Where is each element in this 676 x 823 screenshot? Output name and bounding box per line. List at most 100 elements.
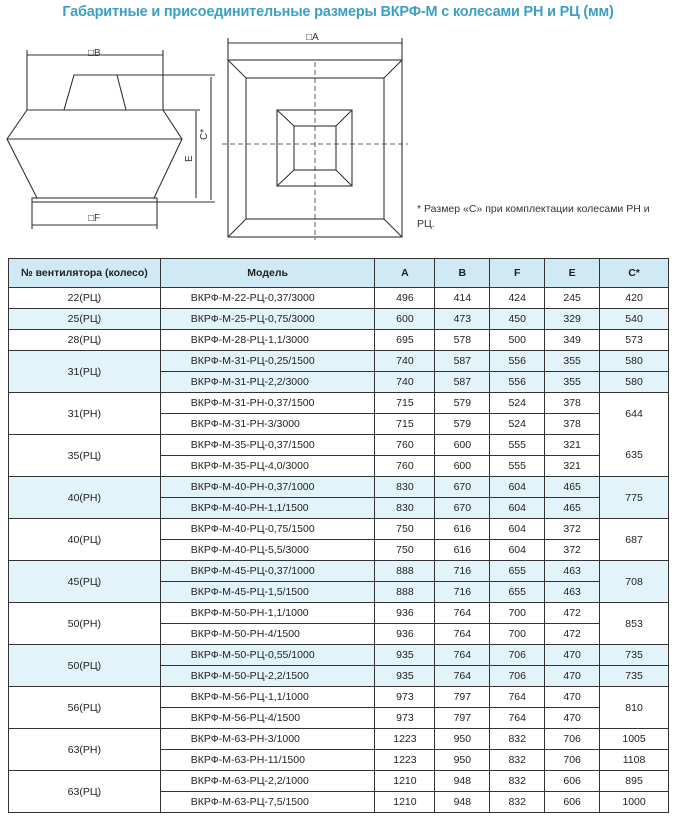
dim-e-cell: 465 bbox=[544, 476, 601, 498]
fan-number-cell: 50(РЦ) bbox=[8, 644, 161, 687]
dim-a-cell: 740 bbox=[374, 371, 436, 393]
label-a: □A bbox=[306, 32, 319, 43]
fan-number-cell: 40(РН) bbox=[8, 476, 161, 519]
dim-e-cell: 463 bbox=[544, 581, 601, 603]
fan-number-cell: 35(РЦ) bbox=[8, 434, 161, 477]
fan-number-cell: 45(РЦ) bbox=[8, 560, 161, 603]
side-view: □B □F C* E bbox=[6, 48, 215, 229]
model-cell: ВКРФ-М-56-РЦ-4/1500 bbox=[159, 707, 376, 729]
model-cell: ВКРФ-М-40-РН-0,37/1000 bbox=[159, 476, 376, 498]
dim-e-cell: 470 bbox=[544, 686, 601, 708]
column-header: C* bbox=[599, 258, 669, 288]
dim-a-cell: 750 bbox=[374, 539, 436, 561]
dim-e-cell: 706 bbox=[544, 728, 601, 750]
dim-c-cell: 635 bbox=[599, 434, 669, 477]
dim-f-cell: 706 bbox=[489, 644, 546, 666]
dim-b-cell: 764 bbox=[434, 665, 491, 687]
dim-b-cell: 616 bbox=[434, 518, 491, 540]
label-f: □F bbox=[88, 213, 100, 224]
dim-a-cell: 888 bbox=[374, 560, 436, 582]
dim-f-cell: 832 bbox=[489, 770, 546, 792]
dim-e-cell: 463 bbox=[544, 560, 601, 582]
dim-a-cell: 715 bbox=[374, 413, 436, 435]
dim-f-cell: 655 bbox=[489, 581, 546, 603]
dim-f-cell: 700 bbox=[489, 623, 546, 645]
dim-f-cell: 832 bbox=[489, 749, 546, 771]
fan-number-cell: 31(РН) bbox=[8, 392, 161, 435]
dim-c-cell: 540 bbox=[599, 308, 669, 330]
dim-a-cell: 830 bbox=[374, 497, 436, 519]
table-row: 40(РН) ВКРФ-М-40-РН-0,37/1000 830 670 604 465… bbox=[8, 476, 669, 519]
dim-b-cell: 579 bbox=[434, 392, 491, 414]
table-row: 63(РЦ) ВКРФ-М-63-РЦ-2,2/1000 1210 948 832 606… bbox=[8, 770, 669, 813]
dim-f-cell: 555 bbox=[489, 455, 546, 477]
model-cell: ВКРФ-М-50-РЦ-2,2/1500 bbox=[159, 665, 376, 687]
dim-b-cell: 948 bbox=[434, 791, 491, 813]
dim-a-cell: 1210 bbox=[374, 770, 436, 792]
dim-b-cell: 587 bbox=[434, 371, 491, 393]
label-b: □B bbox=[88, 48, 101, 59]
dim-f-cell: 556 bbox=[489, 371, 546, 393]
model-cell: ВКРФ-М-40-РЦ-0,75/1500 bbox=[159, 518, 376, 540]
model-cell: ВКРФ-М-31-РН-0,37/1500 bbox=[159, 392, 376, 414]
dim-f-cell: 500 bbox=[489, 329, 546, 351]
dim-b-cell: 797 bbox=[434, 707, 491, 729]
dim-b-cell: 670 bbox=[434, 497, 491, 519]
dim-a-cell: 740 bbox=[374, 350, 436, 372]
dim-a-cell: 1223 bbox=[374, 728, 436, 750]
dim-c-cell: 573 bbox=[599, 329, 669, 351]
model-cell: ВКРФ-М-31-РЦ-2,2/3000 bbox=[159, 371, 376, 393]
dim-a-cell: 1210 bbox=[374, 791, 436, 813]
dim-f-cell: 555 bbox=[489, 434, 546, 456]
model-cell: ВКРФ-М-63-РЦ-2,2/1000 bbox=[159, 770, 376, 792]
dim-c-cell: 810 bbox=[599, 686, 669, 729]
dim-c-cell: 580 bbox=[599, 371, 669, 393]
dim-b-cell: 600 bbox=[434, 434, 491, 456]
label-c: C* bbox=[199, 129, 210, 140]
model-cell: ВКРФ-М-35-РЦ-0,37/1500 bbox=[159, 434, 376, 456]
dim-c-cell: 1000 bbox=[599, 791, 669, 813]
dim-e-cell: 355 bbox=[544, 371, 601, 393]
dim-e-cell: 378 bbox=[544, 413, 601, 435]
table-row: 56(РЦ) ВКРФ-М-56-РЦ-1,1/1000 973 797 764 470 8… bbox=[8, 686, 669, 729]
fan-number-cell: 40(РЦ) bbox=[8, 518, 161, 561]
dim-e-cell: 465 bbox=[544, 497, 601, 519]
table-row: 28(РЦ) ВКРФ-М-28-РЦ-1,1/3000 695 578 500 349 5… bbox=[8, 329, 669, 351]
table-row: ВКРФ-М-50-РЦ-2,2/1500 935 764 706 470 735 bbox=[9, 665, 669, 687]
table-row: 45(РЦ) ВКРФ-М-45-РЦ-0,37/1000 888 716 655 463… bbox=[8, 560, 669, 603]
fan-dimension-drawing: □B □F C* E □A bbox=[6, 32, 408, 240]
page-title: Габаритные и присоединительные размеры В… bbox=[62, 4, 614, 20]
fan-number-cell: 63(РН) bbox=[8, 728, 161, 771]
dim-a-cell: 888 bbox=[374, 581, 436, 603]
fan-number-cell: 50(РН) bbox=[8, 602, 161, 645]
dim-b-cell: 578 bbox=[434, 329, 491, 351]
fan-number-cell: 22(РЦ) bbox=[8, 287, 161, 309]
dim-b-cell: 716 bbox=[434, 581, 491, 603]
dim-a-cell: 830 bbox=[374, 476, 436, 498]
table-row: 31(РЦ) ВКРФ-М-31-РЦ-0,25/1500 740 587 556 355… bbox=[8, 350, 669, 393]
table-row: ВКРФ-М-63-РЦ-7,5/1500 1210 948 832 606 1000 bbox=[9, 791, 669, 813]
dim-a-cell: 936 bbox=[374, 602, 436, 624]
dim-f-cell: 832 bbox=[489, 728, 546, 750]
table-row: 31(РН) ВКРФ-М-31-РН-0,37/1500 715 579 524 378… bbox=[8, 392, 669, 435]
table-row: ВКРФ-М-31-РН-3/3000 715 579 524 378 bbox=[9, 413, 669, 435]
dim-f-cell: 832 bbox=[489, 791, 546, 813]
model-cell: ВКРФ-М-40-РН-1,1/1500 bbox=[159, 497, 376, 519]
model-cell: ВКРФ-М-31-РН-3/3000 bbox=[159, 413, 376, 435]
table-row: 35(РЦ) ВКРФ-М-35-РЦ-0,37/1500 760 600 555 321… bbox=[8, 434, 669, 477]
dim-e-cell: 470 bbox=[544, 644, 601, 666]
dim-e-cell: 372 bbox=[544, 518, 601, 540]
model-cell: ВКРФ-М-31-РЦ-0,25/1500 bbox=[159, 350, 376, 372]
model-cell: ВКРФ-М-22-РЦ-0,37/3000 bbox=[159, 287, 376, 309]
dim-b-cell: 764 bbox=[434, 644, 491, 666]
dim-f-cell: 764 bbox=[489, 707, 546, 729]
table-row: 40(РЦ) ВКРФ-М-40-РЦ-0,75/1500 750 616 604 372… bbox=[8, 518, 669, 561]
dim-c-cell: 853 bbox=[599, 602, 669, 645]
dim-e-cell: 378 bbox=[544, 392, 601, 414]
dim-c-cell: 895 bbox=[599, 770, 669, 792]
dim-b-cell: 950 bbox=[434, 749, 491, 771]
dim-b-cell: 579 bbox=[434, 413, 491, 435]
table-row: ВКРФ-М-40-РЦ-5,5/3000 750 616 604 372 bbox=[9, 539, 669, 561]
model-cell: ВКРФ-М-45-РЦ-1,5/1500 bbox=[159, 581, 376, 603]
fan-number-cell: 25(РЦ) bbox=[8, 308, 161, 330]
